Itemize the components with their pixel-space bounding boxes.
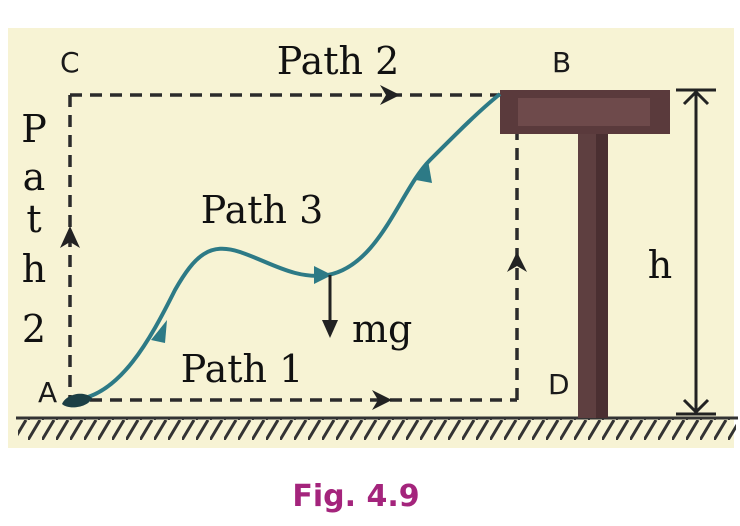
curve-arrow-1 <box>151 320 167 343</box>
mg-arrow-head <box>322 320 338 338</box>
path-3-curve <box>74 92 502 402</box>
point-c-label: C <box>60 46 80 79</box>
path-2-left-char: a <box>23 155 46 199</box>
height-h-label: h <box>648 243 672 287</box>
point-a-dot <box>62 393 92 408</box>
curve-arrow-3 <box>416 160 432 183</box>
path-2-left-char: h <box>22 247 46 291</box>
point-d-label: D <box>548 368 570 401</box>
path-1-label: Path 1 <box>181 347 304 391</box>
force-mg-label: mg <box>352 307 412 351</box>
point-a-label: A <box>38 376 57 409</box>
ground-hatch <box>18 418 736 440</box>
path-2-left-char: t <box>26 197 41 241</box>
path-3-label: Path 3 <box>201 188 324 232</box>
arrow-up-left <box>60 226 80 248</box>
table-leg-shade <box>596 134 608 418</box>
arrow-up-right <box>507 252 527 272</box>
point-b-label: B <box>552 46 571 79</box>
path-2-top-label: Path 2 <box>277 39 400 83</box>
path-2-left-label: P a t h 2 <box>21 107 47 351</box>
path-2-left-char: P <box>21 107 47 151</box>
arrow-right-bottom <box>372 390 392 410</box>
path-2-left-char: 2 <box>22 307 46 351</box>
table-top-texture <box>518 98 650 126</box>
arrow-right-top <box>380 85 400 105</box>
height-marker <box>676 88 716 416</box>
curve-arrow-2 <box>314 266 332 284</box>
table <box>500 90 670 418</box>
figure-caption: Fig. 4.9 <box>292 479 419 514</box>
